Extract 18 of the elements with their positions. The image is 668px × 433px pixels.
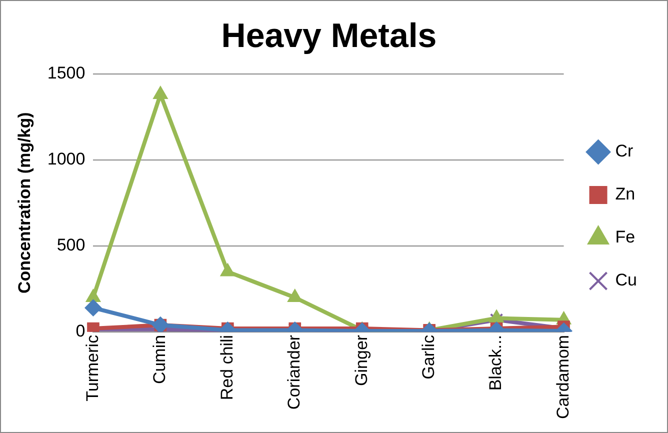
y-tick-label: 1500 bbox=[47, 63, 86, 82]
x-tick-label: Ginger bbox=[352, 334, 371, 386]
x-tick-label: Garlic bbox=[419, 334, 438, 380]
x-tick-label: Red chili bbox=[217, 334, 236, 400]
legend-label: Cr bbox=[615, 142, 634, 161]
legend-label: Cu bbox=[615, 270, 638, 290]
legend-label: Fe bbox=[615, 228, 636, 247]
x-tick-label: Cardamom bbox=[553, 334, 572, 420]
x-tick-label: Cumin bbox=[150, 334, 170, 384]
y-tick-label: 0 bbox=[76, 322, 86, 341]
x-tick-label: Turmeric bbox=[82, 334, 102, 402]
x-tick-label: Coriander bbox=[284, 334, 304, 410]
y-tick-label: 1000 bbox=[47, 150, 86, 169]
chart-title: Heavy Metals bbox=[221, 16, 437, 55]
y-tick-label: 500 bbox=[56, 236, 86, 255]
y-axis-title: Concentration (mg/kg) bbox=[14, 112, 34, 294]
x-tick-label: Black... bbox=[486, 334, 506, 391]
legend-label: Zn bbox=[615, 184, 636, 204]
